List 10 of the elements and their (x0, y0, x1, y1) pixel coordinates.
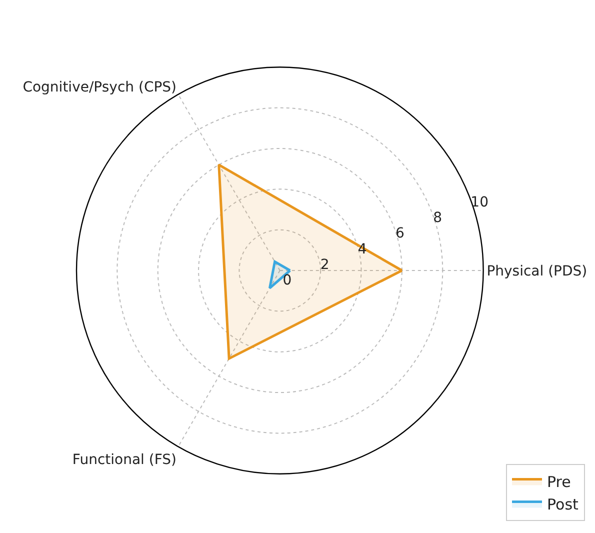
spoke-label: Physical (PDS) (486, 263, 588, 280)
spoke-label: Functional (FS) (72, 452, 176, 468)
y-tick-label: 8 (433, 210, 442, 226)
spoke-label: Cognitive/Psych (CPS) (22, 79, 176, 96)
y-tick-label: 0 (282, 272, 292, 288)
y-tick-label: 10 (470, 194, 489, 211)
y-tick-label: 6 (396, 226, 405, 242)
legend-label: Pre (547, 473, 571, 492)
y-tick-label: 2 (320, 256, 330, 273)
legend-label: Post (547, 496, 579, 514)
